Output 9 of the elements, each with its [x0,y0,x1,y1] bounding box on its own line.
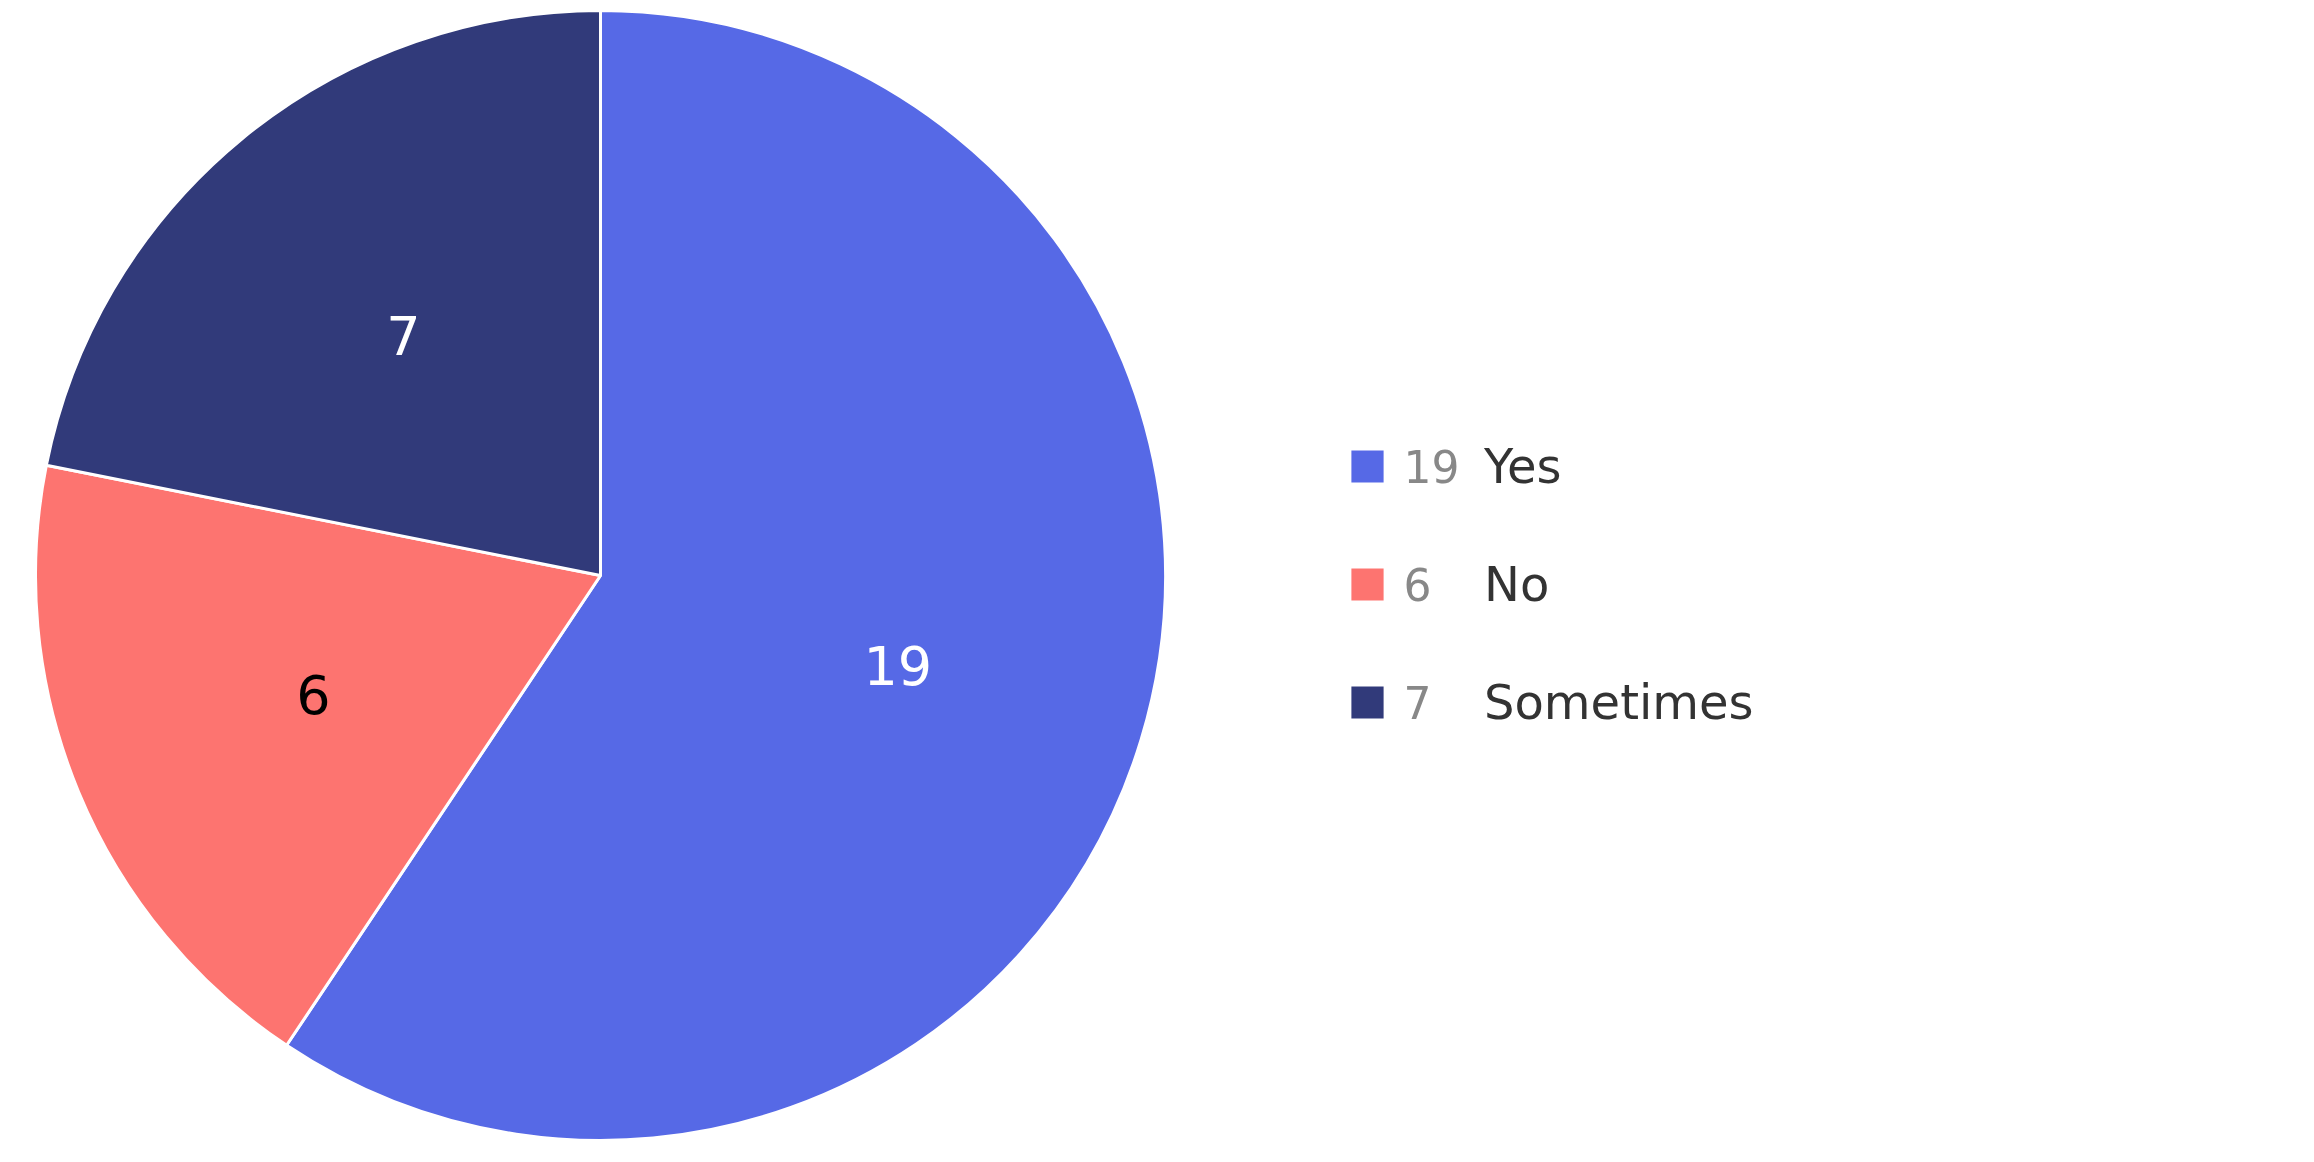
text: 6 [1403,560,1432,611]
legend-label: Sometimes [1484,674,1754,730]
text: 19 [1403,442,1460,493]
data-label: 6 [296,663,331,727]
legend-label: Yes [1484,438,1562,494]
data-label: 19 [863,635,933,699]
data-label: 7 [386,304,421,368]
text: 7 [1403,678,1432,729]
legend-label: No [1484,556,1550,612]
